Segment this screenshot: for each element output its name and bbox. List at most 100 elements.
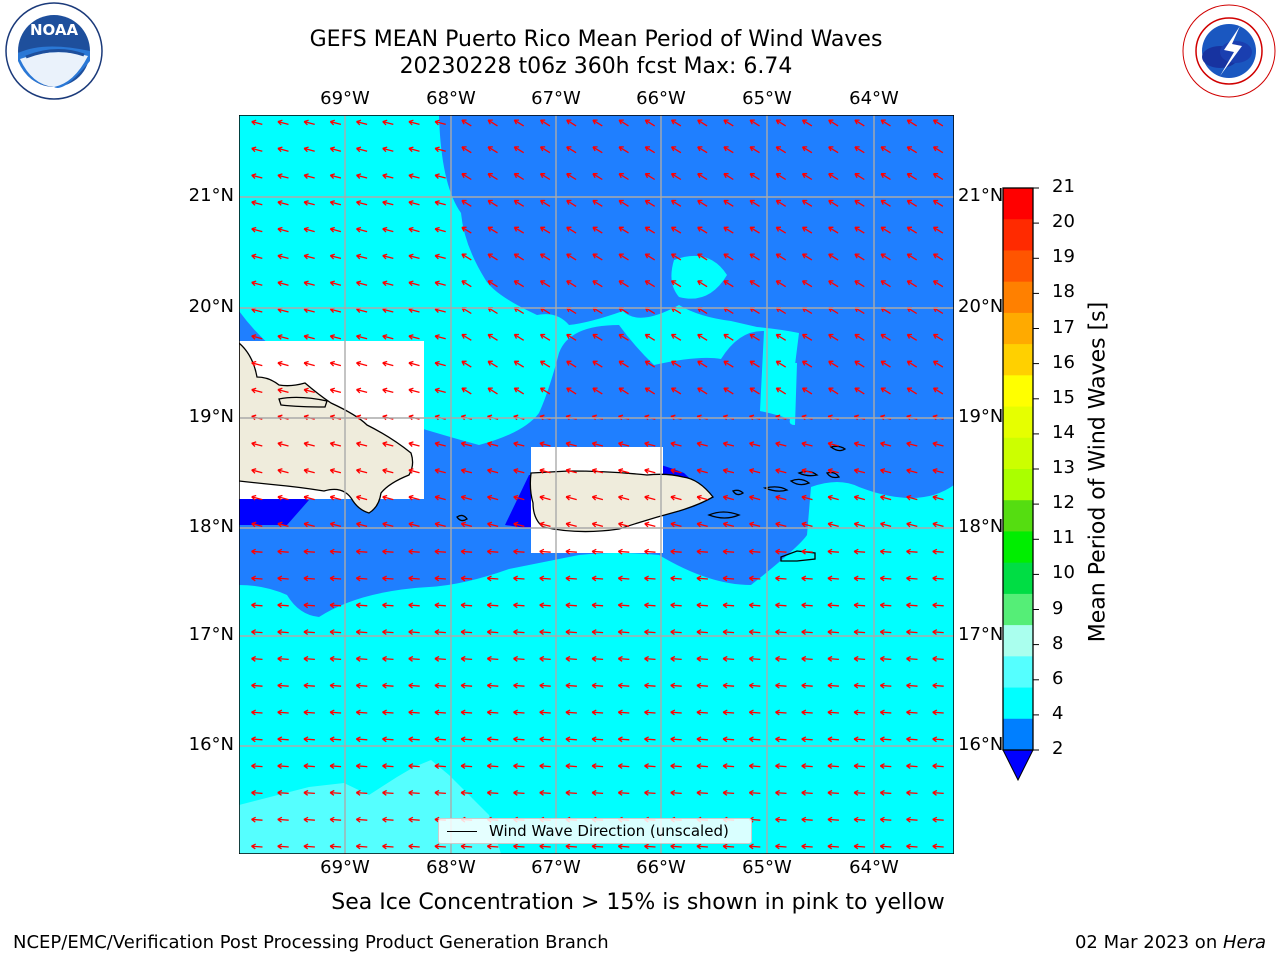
wind-arrow bbox=[617, 789, 630, 796]
wind-arrow bbox=[801, 843, 813, 850]
wind-arrow bbox=[329, 575, 342, 582]
wind-arrow bbox=[277, 360, 289, 367]
colorbar-tick-label: 11 bbox=[1052, 527, 1075, 549]
wind-arrow bbox=[644, 387, 656, 395]
wind-arrow bbox=[854, 360, 865, 368]
wind-arrow bbox=[565, 575, 577, 582]
wind-arrow bbox=[434, 280, 446, 287]
wind-arrow bbox=[670, 146, 682, 154]
wind-arrow bbox=[329, 119, 342, 126]
wind-arrow bbox=[880, 494, 892, 501]
wind-arrow bbox=[539, 387, 551, 395]
wind-arrow bbox=[329, 200, 342, 206]
wind-arrow bbox=[434, 173, 446, 179]
wind-arrow bbox=[749, 280, 760, 288]
wind-arrow bbox=[618, 333, 629, 341]
wind-arrow bbox=[748, 655, 761, 662]
wind-arrow bbox=[854, 119, 865, 127]
wind-arrow bbox=[801, 682, 813, 689]
wind-arrow bbox=[487, 119, 498, 127]
wind-arrow bbox=[460, 548, 473, 555]
wind-arrow bbox=[486, 789, 499, 796]
wind-arrow bbox=[801, 226, 813, 234]
wind-arrow bbox=[828, 199, 839, 207]
wind-arrow bbox=[539, 575, 551, 582]
lat-tick-label-left: 21°N bbox=[188, 185, 234, 206]
wind-arrow bbox=[801, 468, 813, 474]
wind-arrow bbox=[303, 575, 315, 582]
wind-arrow bbox=[382, 334, 394, 340]
wind-arrow bbox=[382, 387, 394, 394]
wind-arrow bbox=[722, 548, 735, 555]
wind-arrow bbox=[932, 843, 944, 850]
wind-arrow bbox=[329, 816, 342, 823]
wind-arrow bbox=[513, 468, 525, 474]
dark-blue-west-pr bbox=[505, 475, 537, 529]
wind-arrow bbox=[329, 387, 342, 394]
wind-arrow bbox=[591, 843, 604, 850]
wind-arrow bbox=[618, 494, 630, 501]
wind-arrow bbox=[539, 736, 551, 743]
wind-arrow bbox=[277, 441, 289, 447]
wind-arrow bbox=[749, 226, 760, 234]
wind-arrow bbox=[828, 226, 839, 234]
colorbar-segment bbox=[1003, 531, 1033, 564]
wind-arrow bbox=[461, 119, 472, 127]
wind-arrow bbox=[303, 253, 315, 260]
wind-arrow bbox=[854, 199, 865, 207]
wind-arrow bbox=[251, 441, 263, 447]
wind-arrow bbox=[906, 575, 918, 582]
wind-arrow bbox=[723, 253, 734, 261]
wind-arrow bbox=[618, 360, 629, 368]
wind-arrow bbox=[408, 575, 420, 582]
wind-arrow bbox=[434, 629, 446, 636]
wind-arrow bbox=[696, 709, 708, 716]
wind-arrow bbox=[906, 253, 918, 261]
wind-arrow bbox=[277, 602, 289, 609]
wind-arrow bbox=[303, 441, 315, 447]
wind-arrow bbox=[618, 521, 630, 528]
lat-tick-label-right: 21°N bbox=[958, 185, 1004, 206]
wind-arrow bbox=[696, 441, 708, 447]
wind-arrow bbox=[434, 843, 446, 850]
wind-arrow bbox=[277, 575, 289, 582]
wind-arrow bbox=[775, 843, 787, 850]
wind-arrow bbox=[251, 709, 263, 716]
wind-arrow bbox=[434, 763, 446, 770]
lat-tick-label-left: 20°N bbox=[188, 296, 234, 317]
wind-arrow bbox=[827, 441, 839, 447]
wind-arrow bbox=[408, 548, 420, 555]
colorbar-tick-label: 4 bbox=[1052, 702, 1064, 724]
wind-arrow bbox=[644, 843, 656, 850]
wind-arrow bbox=[853, 521, 866, 528]
wind-arrow bbox=[382, 789, 394, 796]
wind-arrow bbox=[460, 789, 473, 796]
wind-arrow bbox=[355, 789, 368, 796]
lat-tick-label-right: 20°N bbox=[958, 296, 1004, 317]
wind-arrow bbox=[617, 682, 630, 689]
wind-arrow bbox=[644, 280, 656, 288]
wind-arrow bbox=[487, 173, 498, 181]
wind-arrow bbox=[565, 629, 577, 636]
colorbar-segment bbox=[1003, 406, 1033, 439]
wind-arrow bbox=[644, 199, 656, 207]
wind-arrow bbox=[539, 709, 551, 716]
wind-arrow bbox=[591, 629, 604, 636]
wind-arrow bbox=[408, 816, 420, 823]
wind-arrow bbox=[434, 494, 446, 501]
colorbar-segment bbox=[1003, 250, 1033, 283]
wind-arrow bbox=[329, 655, 342, 662]
island-vieques bbox=[707, 511, 741, 519]
wind-arrow bbox=[303, 494, 315, 501]
wind-arrow bbox=[277, 253, 289, 260]
wind-arrow bbox=[486, 548, 499, 555]
wind-arrow bbox=[382, 816, 394, 823]
wind-arrow bbox=[880, 333, 891, 341]
wind-arrow bbox=[906, 521, 918, 528]
wind-arrow bbox=[827, 763, 839, 770]
wind-arrow bbox=[880, 360, 891, 368]
wind-arrow bbox=[853, 682, 866, 689]
wind-arrow bbox=[722, 629, 735, 636]
wind-arrow bbox=[697, 199, 708, 207]
colorbar-segment bbox=[1003, 188, 1033, 220]
